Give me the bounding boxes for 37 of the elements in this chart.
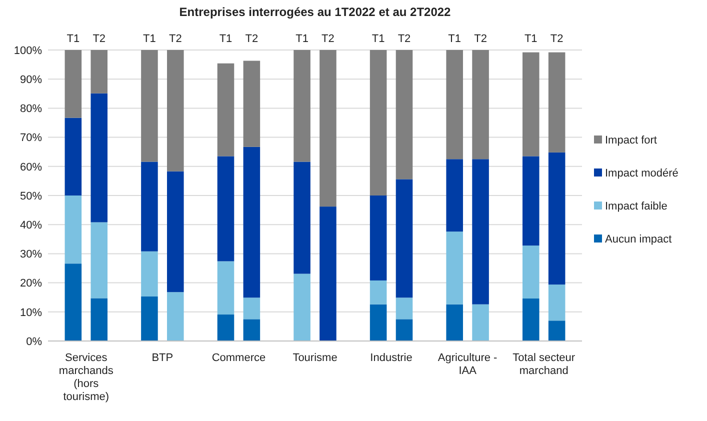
x-tick-label: T2 bbox=[322, 33, 334, 45]
x-tick-label: T1 bbox=[143, 33, 156, 45]
y-tick-label: 90% bbox=[20, 74, 42, 86]
x-tick-label: T1 bbox=[66, 33, 80, 45]
x-tick-label: T1 bbox=[296, 33, 308, 45]
x-tick-label: T2 bbox=[474, 33, 487, 45]
y-tick-label: 100% bbox=[14, 44, 42, 57]
legend-label: Impact faible bbox=[605, 200, 668, 212]
y-tick-label: 30% bbox=[20, 248, 42, 261]
text: Services marchands (hors tourisme) bbox=[58, 352, 114, 403]
y-tick-label: 20% bbox=[20, 278, 42, 290]
x-tick-label: T2 bbox=[168, 33, 182, 45]
y-tick-label: 0% bbox=[26, 336, 42, 348]
text: Total secteur marchand bbox=[512, 352, 576, 377]
y-tick-label: 60% bbox=[20, 161, 42, 174]
x-tick-label: T1 bbox=[219, 33, 232, 45]
x-tick-label: T1 bbox=[372, 33, 385, 45]
y-tick-label: 10% bbox=[20, 306, 42, 319]
legend-label: Impact fort bbox=[605, 134, 657, 146]
x-tick-label: T1 bbox=[524, 33, 538, 45]
y-tick-label: 80% bbox=[20, 103, 42, 116]
x-tick-label: T2 bbox=[245, 33, 258, 45]
text: BTP bbox=[152, 352, 174, 364]
text: Industrie bbox=[370, 352, 412, 364]
text: Commerce bbox=[212, 352, 266, 364]
chart-title: Entreprises interrogées au 1T2022 et au 2T2022 bbox=[179, 5, 452, 19]
legend-label: Impact modéré bbox=[605, 167, 678, 180]
y-tick-label: 40% bbox=[20, 219, 42, 232]
x-tick-label: T1 bbox=[448, 33, 462, 45]
text: Agriculture - IAA bbox=[438, 352, 498, 377]
y-tick-label: 50% bbox=[20, 190, 42, 202]
x-tick-label: T2 bbox=[550, 33, 564, 45]
y-tick-label: 70% bbox=[20, 132, 42, 144]
x-tick-label: T2 bbox=[398, 33, 411, 45]
x-tick-label: T2 bbox=[92, 33, 106, 45]
text: Tourisme bbox=[292, 352, 338, 364]
legend-label: Aucun impact bbox=[605, 233, 672, 246]
